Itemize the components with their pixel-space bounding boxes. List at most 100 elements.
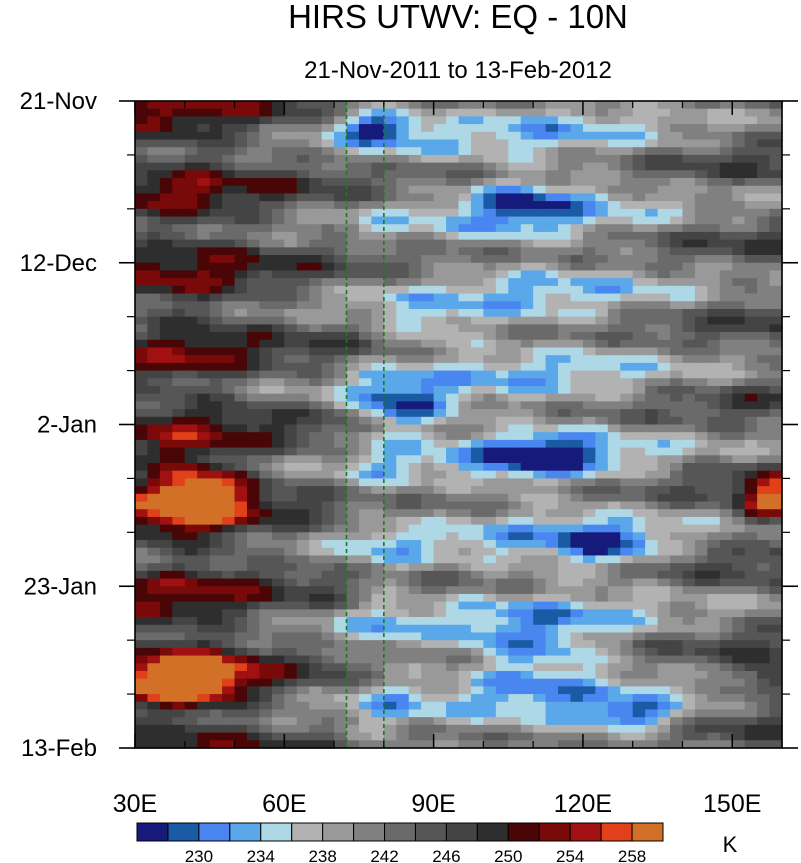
heatmap-cell [657, 316, 671, 325]
heatmap-cell [159, 332, 173, 341]
heatmap-cell [271, 732, 285, 741]
heatmap-cell [732, 663, 746, 672]
heatmap-cell [707, 493, 721, 503]
heatmap-cell [246, 231, 261, 241]
heatmap-cell [222, 709, 236, 718]
heatmap-cell [670, 301, 684, 310]
heatmap-cell [334, 694, 348, 703]
heatmap-cell [346, 486, 360, 495]
heatmap-cell [558, 347, 572, 356]
heatmap-cell [657, 424, 671, 433]
heatmap-cell [757, 124, 771, 133]
heatmap-cell [371, 293, 385, 302]
heatmap-cell [284, 447, 298, 456]
heatmap-cell [582, 493, 596, 503]
heatmap-cell [184, 609, 198, 618]
heatmap-cell [620, 609, 634, 618]
heatmap-cell [508, 301, 522, 310]
heatmap-cell [433, 370, 447, 379]
heatmap-cell [694, 362, 708, 372]
heatmap-cell [135, 316, 149, 325]
heatmap-cell [682, 478, 696, 487]
heatmap-cell [421, 540, 435, 549]
heatmap-cell [458, 547, 472, 557]
heatmap-cell [757, 701, 771, 711]
heatmap-cell [545, 424, 559, 433]
heatmap-cell [383, 586, 397, 595]
heatmap-cell [682, 101, 696, 110]
heatmap-cell [769, 262, 783, 272]
heatmap-cell [184, 647, 198, 657]
heatmap-cell [184, 701, 198, 711]
heatmap-cell [296, 154, 310, 164]
reference-lines [345, 101, 385, 748]
heatmap-cell [284, 432, 298, 441]
heatmap-cell [495, 601, 509, 610]
heatmap-cell [234, 401, 248, 410]
heatmap-cell [732, 609, 746, 618]
heatmap-cell [433, 270, 447, 279]
heatmap-cell [408, 178, 422, 187]
heatmap-cell [321, 154, 335, 164]
heatmap-cell [732, 601, 746, 610]
heatmap-cell [558, 570, 572, 580]
heatmap-cell [769, 255, 783, 264]
heatmap-cell [744, 401, 758, 410]
heatmap-cell [222, 486, 236, 495]
heatmap-cell [271, 262, 285, 272]
heatmap-cell [483, 131, 497, 141]
heatmap-cell [545, 455, 559, 464]
heatmap-cell [533, 509, 547, 518]
heatmap-cell [682, 139, 696, 148]
heatmap-cell [246, 624, 261, 634]
heatmap-cell [595, 455, 609, 464]
heatmap-cell [533, 101, 547, 110]
heatmap-cell [246, 486, 261, 495]
heatmap-cell [607, 347, 621, 356]
heatmap-cell [458, 647, 472, 657]
heatmap-cell [446, 270, 460, 279]
heatmap-cell [744, 509, 758, 518]
heatmap-cell [284, 724, 298, 734]
heatmap-cell [446, 170, 460, 179]
heatmap-cell [545, 740, 559, 749]
heatmap-cell [421, 463, 435, 472]
heatmap-cell [371, 239, 385, 248]
heatmap-cell [172, 154, 186, 164]
heatmap-cell [545, 547, 559, 557]
heatmap-cell [408, 478, 422, 487]
heatmap-cell [657, 663, 671, 672]
heatmap-cell [371, 439, 385, 449]
heatmap-cell [483, 486, 497, 495]
heatmap-cell [657, 463, 671, 472]
heatmap-cell [757, 255, 771, 264]
heatmap-cell [582, 308, 596, 318]
heatmap-cell [259, 247, 273, 256]
heatmap-cell [595, 617, 609, 626]
heatmap-cell [446, 255, 460, 264]
heatmap-cell [582, 694, 596, 703]
heatmap-cell [321, 339, 335, 349]
heatmap-cell [545, 640, 559, 649]
heatmap-cell [508, 224, 522, 233]
heatmap-cell [620, 532, 634, 541]
heatmap-cell [657, 478, 671, 487]
heatmap-cell [371, 524, 385, 533]
heatmap-cell [769, 416, 783, 426]
heatmap-cell [483, 355, 497, 364]
heatmap-cell [284, 216, 298, 225]
heatmap-cell [159, 324, 173, 333]
heatmap-cell [259, 278, 273, 287]
heatmap-cell [545, 678, 559, 687]
heatmap-cell [408, 393, 422, 402]
heatmap-cell [135, 532, 149, 541]
heatmap-cell [259, 663, 273, 672]
heatmap-cell [371, 393, 385, 402]
heatmap-cell [421, 678, 435, 687]
heatmap-cell [234, 154, 248, 164]
heatmap-cell [744, 701, 758, 711]
heatmap-cell [757, 147, 771, 156]
heatmap-cell [470, 193, 484, 202]
heatmap-cell [271, 154, 285, 164]
heatmap-cell [446, 216, 460, 225]
